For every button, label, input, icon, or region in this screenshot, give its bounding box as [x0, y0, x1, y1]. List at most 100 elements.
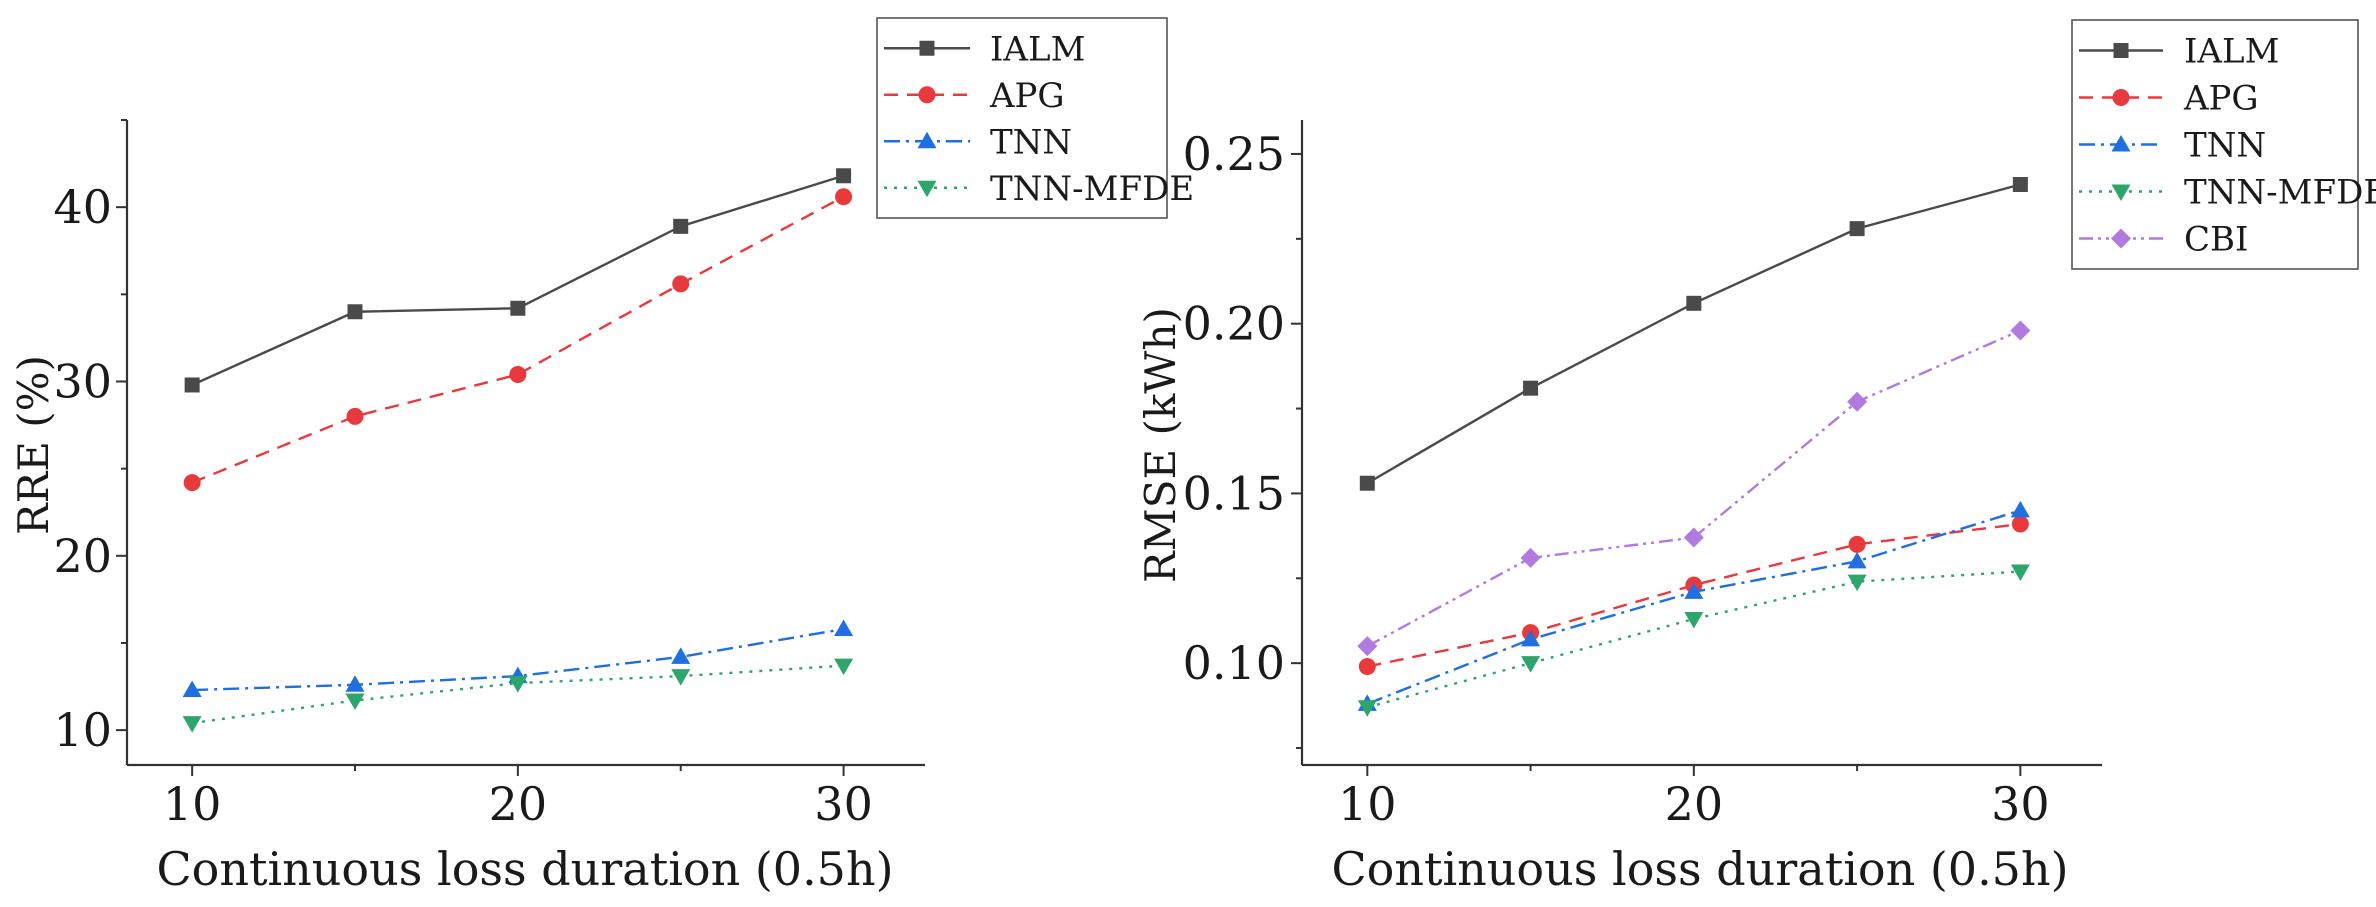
series-apg — [183, 188, 853, 492]
x-axis-label: Continuous loss duration (0.5h) — [1331, 842, 2068, 896]
x-tick-label: 20 — [489, 777, 548, 831]
y-tick-label: 40 — [53, 180, 112, 234]
series-ialm — [184, 168, 852, 393]
data-point — [345, 675, 365, 692]
series-line — [1366, 570, 2021, 709]
data-point — [1357, 700, 1377, 717]
legend: IALM APG TNN TNN-MFDE CBI — [2071, 19, 2376, 270]
legend-entry: IALM — [884, 29, 1085, 69]
data-point — [1847, 391, 1868, 412]
legend-marker — [2111, 228, 2131, 249]
series-cbi — [1357, 320, 2031, 657]
data-point — [510, 300, 526, 316]
data-point — [508, 676, 528, 693]
legend-marker — [918, 86, 936, 104]
legend-label: TNN-MFDE — [990, 169, 1194, 209]
data-point — [2010, 320, 2031, 341]
legend-marker — [917, 180, 937, 198]
y-axis-label: RMSE (kWh) — [1136, 307, 1185, 583]
data-point — [1848, 535, 1866, 553]
data-point — [346, 407, 364, 425]
y-tick-label: 20 — [53, 529, 112, 583]
legend-label: IALM — [990, 29, 1085, 69]
data-point — [182, 680, 202, 698]
series-line — [192, 627, 844, 692]
data-point — [1847, 551, 1867, 569]
data-point — [1521, 656, 1541, 673]
data-point — [182, 716, 202, 733]
legend-marker — [917, 131, 937, 149]
y-axis-label: RRE (%) — [9, 355, 58, 535]
legend-entry: IALM — [2079, 32, 2279, 72]
data-point — [1523, 380, 1539, 396]
data-point — [1849, 221, 1865, 237]
legend-label: TNN — [990, 122, 1072, 162]
series-ialm — [1359, 177, 2028, 491]
y-tick-label: 10 — [53, 703, 112, 757]
data-point — [2010, 564, 2030, 581]
data-point — [671, 669, 691, 686]
legend-entry: TNN — [2079, 126, 2266, 166]
legend-entry: TNN-MFDE — [884, 169, 1194, 209]
data-point — [672, 275, 690, 293]
legend-label: APG — [989, 76, 1065, 116]
data-point — [834, 619, 854, 637]
series-line — [1366, 183, 2021, 485]
legend: IALM APG TNN TNN-MFDE — [876, 17, 1194, 219]
data-point — [2012, 177, 2028, 192]
series-line — [1367, 522, 2021, 668]
data-point — [2011, 515, 2029, 533]
legend-entry: APG — [2079, 79, 2259, 119]
data-point — [2010, 500, 2030, 518]
data-point — [345, 693, 365, 710]
series-tnn — [1357, 500, 2030, 711]
data-point — [1521, 629, 1541, 647]
legend-entry: TNN-MFDE — [2079, 173, 2376, 213]
legend-label: APG — [2183, 79, 2259, 119]
data-point — [1359, 475, 1375, 491]
series-line — [191, 174, 844, 387]
legend-entry: APG — [884, 76, 1065, 116]
data-point — [673, 218, 689, 234]
y-tick-label: 30 — [53, 354, 112, 408]
data-point — [1358, 658, 1376, 676]
data-point — [509, 366, 527, 384]
legend-label: TNN — [2184, 126, 2266, 166]
x-axis-label: Continuous loss duration (0.5h) — [156, 842, 893, 896]
data-point — [184, 377, 200, 393]
data-point — [835, 188, 853, 206]
data-point — [834, 658, 854, 676]
y-tick-label: 0.15 — [1183, 466, 1285, 520]
x-tick-label: 30 — [814, 777, 873, 831]
y-tick-label: 0.10 — [1183, 636, 1285, 690]
legend-marker — [2112, 89, 2130, 106]
legend-label: TNN-MFDE — [2184, 173, 2376, 213]
data-point — [1686, 295, 1702, 311]
chart-panel-2: 10 20 30 0.10 0.15 0.20 0.25 Continuous loss du… — [1136, 19, 2376, 896]
data-point — [836, 168, 852, 184]
chart-panel-1: 10 20 30 10 20 30 40 Continuous loss duration (… — [9, 17, 1194, 896]
y-tick-label: 0.25 — [1183, 127, 1285, 181]
legend-marker — [2113, 43, 2129, 58]
series-tnn-mfde — [1357, 564, 2030, 717]
data-point — [1847, 574, 1867, 592]
data-point — [1357, 636, 1378, 657]
data-point — [1683, 527, 1704, 548]
series-line — [191, 195, 845, 484]
legend-entry: TNN — [884, 122, 1072, 162]
data-point — [183, 474, 201, 492]
x-tick-label: 10 — [163, 777, 222, 831]
data-point — [1684, 612, 1704, 629]
series-tnn-mfde — [182, 658, 854, 733]
legend-label: IALM — [2184, 32, 2279, 72]
data-point — [671, 647, 691, 664]
data-point — [347, 304, 363, 320]
legend-label: CBI — [2184, 220, 2248, 260]
x-tick-label: 10 — [1338, 777, 1397, 831]
data-point — [1520, 547, 1541, 568]
legend-marker — [2111, 135, 2131, 152]
x-tick-label: 20 — [1665, 777, 1724, 831]
legend-marker — [919, 40, 935, 56]
y-tick-label: 0.20 — [1183, 297, 1285, 351]
